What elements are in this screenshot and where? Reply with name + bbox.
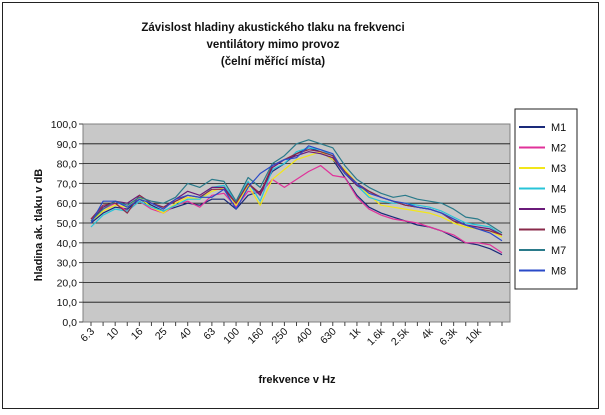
series-line-m3 <box>90 151 503 238</box>
chart-title-line-3: (čelní měřící místa) <box>221 56 325 68</box>
y-tick-label: 70,0 <box>57 178 78 190</box>
y-tick-label: 60,0 <box>57 198 78 210</box>
y-tick-label: 100,0 <box>51 119 77 131</box>
x-tick-label: 16 <box>129 326 146 343</box>
legend-box <box>514 108 578 290</box>
legend-label: M7 <box>551 245 566 257</box>
legend-label: M3 <box>551 163 566 175</box>
x-axis-label: frekvence v Hz <box>258 374 336 386</box>
x-tick-label: 1k <box>347 325 364 342</box>
x-tick-label: 40 <box>177 326 194 343</box>
chart-frame: Závislost hladiny akustického tlaku na f… <box>2 2 599 409</box>
y-tick-label: 20,0 <box>57 277 78 289</box>
legend-label: M2 <box>551 143 566 155</box>
series-line-m7 <box>90 139 503 234</box>
legend-label: M6 <box>551 225 566 237</box>
y-axis-ticks: 0,0 10,0 20,0 30,0 40,0 50,0 60,0 70,0 80,0 90,0 1… <box>51 119 83 329</box>
legend: M1 M2 M3 M4 M5 M6 M7 M8 <box>519 122 566 278</box>
y-tick-label: 80,0 <box>57 159 78 171</box>
series-lines <box>90 139 503 256</box>
x-axis-ticks: 6.3 10 16 25 40 63 100 160 250 400 630 1k 1.6k 2.5k 4k… <box>78 322 503 348</box>
x-tick-label: 10 <box>105 326 122 343</box>
x-tick-label: 250 <box>270 326 291 347</box>
legend-label: M5 <box>551 204 566 216</box>
x-tick-label: 400 <box>294 326 315 347</box>
y-tick-label: 30,0 <box>57 258 78 270</box>
series-line-m8 <box>90 145 503 242</box>
x-tick-label: 160 <box>245 326 266 347</box>
x-tick-label: 630 <box>318 326 339 347</box>
y-axis-label: hladina ak. tlaku v dB <box>33 169 45 282</box>
x-tick-label: 1.6k <box>365 325 388 348</box>
x-tick-label: 25 <box>153 326 170 343</box>
y-tick-label: 40,0 <box>57 238 78 250</box>
y-tick-label: 90,0 <box>57 139 78 151</box>
x-tick-label: 4k <box>419 325 436 342</box>
chart-svg: Závislost hladiny akustického tlaku na f… <box>33 22 578 386</box>
legend-label: M4 <box>551 184 566 196</box>
legend-label: M1 <box>551 122 566 134</box>
x-tick-label: 6.3 <box>78 326 97 345</box>
series-line-m4 <box>90 147 503 236</box>
y-tick-label: 50,0 <box>57 218 78 230</box>
x-tick-label: 6.3k <box>437 325 460 348</box>
y-tick-label: 0,0 <box>62 317 77 329</box>
x-tick-label: 2.5k <box>389 325 412 348</box>
x-tick-label: 63 <box>201 326 218 343</box>
chart-title-line-1: Závislost hladiny akustického tlaku na f… <box>141 22 404 34</box>
x-tick-label: 10k <box>463 325 484 346</box>
chart-title-line-2: ventilátory mimo provoz <box>207 39 340 51</box>
x-tick-label: 100 <box>221 326 242 347</box>
legend-label: M8 <box>551 266 566 278</box>
y-tick-label: 10,0 <box>57 297 78 309</box>
